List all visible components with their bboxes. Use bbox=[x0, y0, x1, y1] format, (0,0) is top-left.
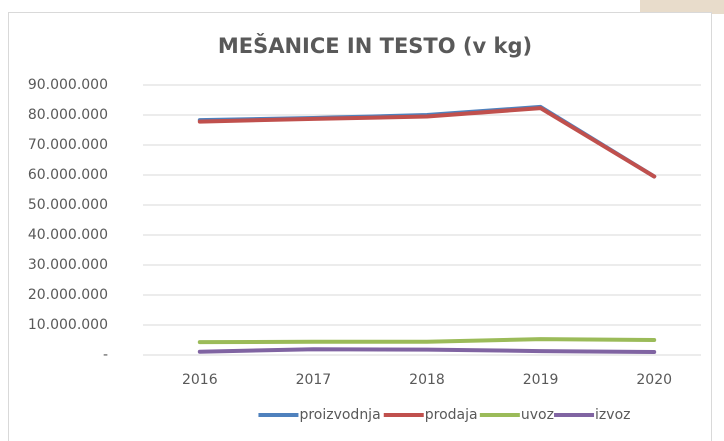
series-line bbox=[197, 347, 657, 354]
y-tick-label: 70.000.000 bbox=[28, 137, 108, 153]
y-tick-label: 90.000.000 bbox=[28, 77, 108, 93]
x-tick-label: 2020 bbox=[636, 372, 672, 388]
legend-label: izvoz bbox=[595, 407, 630, 423]
x-tick-label: 2018 bbox=[409, 372, 445, 388]
y-tick-label: 20.000.000 bbox=[28, 287, 108, 303]
y-tick-label: 50.000.000 bbox=[28, 197, 108, 213]
series-line bbox=[197, 337, 657, 345]
y-tick-label: 30.000.000 bbox=[28, 257, 108, 273]
x-tick-label: 2016 bbox=[182, 372, 218, 388]
y-tick-label: 80.000.000 bbox=[28, 107, 108, 123]
y-tick-label: 40.000.000 bbox=[28, 227, 108, 243]
x-tick-label: 2017 bbox=[296, 372, 332, 388]
series-line bbox=[197, 106, 657, 179]
legend-label: uvoz bbox=[521, 407, 554, 423]
chart-title: MEŠANICE IN TESTO (v kg) bbox=[218, 33, 532, 58]
legend-label: prodaja bbox=[425, 407, 478, 423]
decoration bbox=[640, 0, 724, 14]
y-tick-label: 10.000.000 bbox=[28, 317, 108, 333]
legend-label: proizvodnja bbox=[299, 407, 380, 423]
x-tick-label: 2019 bbox=[523, 372, 559, 388]
y-tick-label: 60.000.000 bbox=[28, 167, 108, 183]
y-tick-label: - bbox=[103, 347, 108, 363]
chart-border bbox=[8, 12, 712, 441]
